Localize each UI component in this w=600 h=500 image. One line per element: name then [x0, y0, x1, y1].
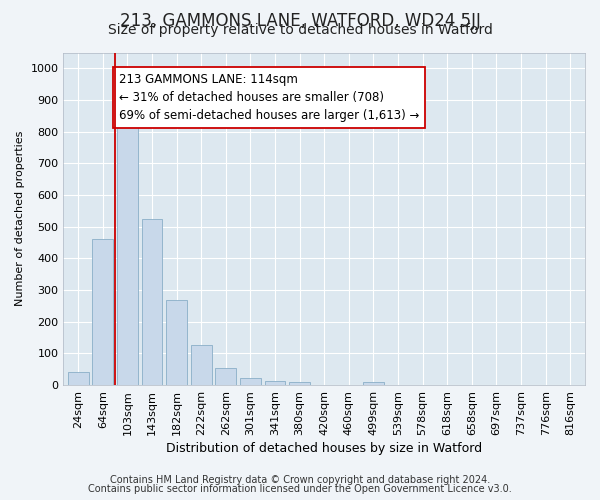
Text: Contains public sector information licensed under the Open Government Licence v3: Contains public sector information licen… — [88, 484, 512, 494]
X-axis label: Distribution of detached houses by size in Watford: Distribution of detached houses by size … — [166, 442, 482, 455]
Text: Size of property relative to detached houses in Watford: Size of property relative to detached ho… — [107, 23, 493, 37]
Text: 213, GAMMONS LANE, WATFORD, WD24 5JJ: 213, GAMMONS LANE, WATFORD, WD24 5JJ — [119, 12, 481, 30]
Bar — [68, 372, 89, 385]
Text: Contains HM Land Registry data © Crown copyright and database right 2024.: Contains HM Land Registry data © Crown c… — [110, 475, 490, 485]
Bar — [166, 300, 187, 385]
Bar — [117, 126, 138, 385]
Y-axis label: Number of detached properties: Number of detached properties — [15, 131, 25, 306]
Bar — [191, 346, 212, 385]
Bar — [363, 382, 384, 385]
Text: 213 GAMMONS LANE: 114sqm
← 31% of detached houses are smaller (708)
69% of semi-: 213 GAMMONS LANE: 114sqm ← 31% of detach… — [119, 73, 419, 122]
Bar — [240, 378, 261, 385]
Bar — [215, 368, 236, 385]
Bar — [265, 382, 286, 385]
Bar — [289, 382, 310, 385]
Bar — [92, 240, 113, 385]
Bar — [142, 219, 163, 385]
